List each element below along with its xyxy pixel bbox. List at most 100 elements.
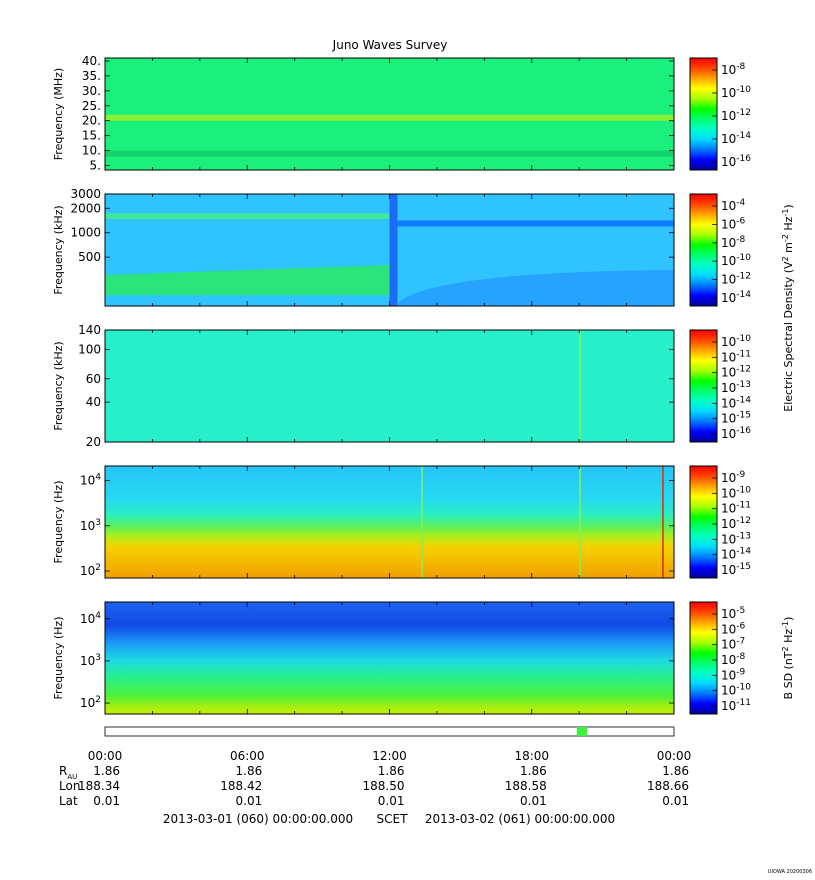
ephemeris-row-label: Lat — [59, 794, 78, 808]
y-axis-label: Frequency (Hz) — [52, 617, 65, 700]
emission-line — [421, 466, 423, 578]
time-tick-label: 00:00 — [657, 749, 692, 763]
colorbar-tick-label: 10-14 — [721, 131, 751, 146]
ephemeris-value: 1.86 — [236, 764, 263, 778]
ephemeris-value: 0.01 — [662, 794, 689, 808]
y-tick-label: 5. — [90, 159, 101, 173]
colorbar-tick-label: 10-15 — [721, 562, 751, 577]
colorbar-tick-label: 10-12 — [721, 108, 751, 123]
y-tick-label: 1000 — [70, 226, 101, 240]
colorbar-tick-label: 10-6 — [721, 216, 746, 231]
colorbar — [689, 601, 718, 715]
footer-end-time: 2013-03-02 (061) 00:00:00.000 — [425, 812, 615, 826]
y-tick-label: 15. — [82, 129, 101, 143]
y-tick-label: 40. — [82, 54, 101, 68]
y-axis-label: Frequency (kHz) — [52, 341, 65, 430]
colorbar — [689, 193, 718, 307]
colorbar-tick-label: 10-15 — [721, 411, 751, 426]
y-tick-label: 3000 — [70, 187, 101, 201]
ephemeris-value: 188.66 — [647, 779, 689, 793]
y-tick-label: 60 — [86, 372, 101, 386]
colorbar-tick-label: 10-10 — [721, 85, 751, 100]
colorbar-tick-label: 10-11 — [721, 698, 751, 713]
panel-1: 40.35.30.25.20.15.10.5. Frequency (MHz) 10… — [52, 54, 751, 173]
ephemeris-value: 1.86 — [378, 764, 405, 778]
y-tick-label: 30. — [82, 84, 101, 98]
colorbar-tick-label: 10-10 — [721, 334, 751, 349]
colorbar-tick-label: 10-16 — [721, 154, 751, 169]
spectrogram-background — [105, 466, 674, 578]
spectrogram-background — [105, 330, 674, 442]
time-bar-marker — [576, 727, 587, 736]
colorbar-tick-label: 10-6 — [721, 621, 746, 636]
colorbar-tick-label: 10-7 — [721, 637, 745, 652]
time-axis: 00:00 06:00 12:00 18:00 00:00 — [88, 749, 692, 763]
colorbar-tick-label: 10-14 — [721, 547, 751, 562]
event-dispersion — [395, 270, 674, 306]
frequency-band — [105, 150, 674, 157]
y-tick-label: 500 — [78, 250, 101, 264]
time-bar-frame — [104, 726, 675, 737]
colorbar-tick-label: 10-8 — [721, 62, 746, 77]
ephemeris-value: 0.01 — [93, 794, 120, 808]
colorbar-tick-label: 10-14 — [721, 290, 751, 305]
y-tick-label: 103 — [80, 653, 101, 668]
ephemeris-value: 188.34 — [78, 779, 120, 793]
ephemeris-row-label: Lon — [59, 779, 80, 793]
event-line — [389, 194, 398, 306]
time-tick-label: 18:00 — [514, 749, 549, 763]
colorbar-tick-label: 10-10 — [721, 485, 751, 500]
y-tick-label: 2000 — [70, 201, 101, 215]
time-tick-label: 00:00 — [88, 749, 123, 763]
emission-band — [105, 265, 390, 296]
colorbar-tick-label: 10-8 — [721, 652, 746, 667]
footer-scet-label: SCET — [377, 812, 409, 826]
colorbar-tick-label: 10-5 — [721, 606, 745, 621]
frequency-band — [105, 114, 674, 121]
time-marker-bar — [104, 726, 675, 737]
y-axis-label: Frequency (MHz) — [52, 68, 65, 160]
y-tick-label: 10. — [82, 144, 101, 158]
time-tick-label: 12:00 — [372, 749, 407, 763]
emission-line — [579, 330, 581, 442]
colorbar-title-magnetic: B SD (nT2 Hz-1) — [781, 617, 795, 700]
colorbar-tick-label: 10-4 — [721, 198, 746, 213]
y-tick-label: 20 — [86, 435, 101, 449]
y-tick-label: 104 — [80, 611, 101, 626]
ephemeris-value: 0.01 — [378, 794, 405, 808]
chart-title: Juno Waves Survey — [332, 38, 448, 52]
y-tick-label: 103 — [80, 518, 101, 533]
colorbar-tick-label: 10-16 — [721, 426, 751, 441]
panel-5: 104 103 102 Frequency (Hz) 10-510-610-710-8 1… — [52, 601, 751, 715]
ephemeris-value: 0.01 — [236, 794, 263, 808]
y-axis-label: Frequency (kHz) — [52, 205, 65, 294]
y-tick-label: 20. — [82, 114, 101, 128]
colorbar — [689, 57, 718, 171]
time-tick-label: 06:00 — [230, 749, 265, 763]
y-tick-label: 35. — [82, 69, 101, 83]
spectrogram-background — [105, 602, 674, 714]
footer-tag: UIOWA 20200306 — [768, 869, 812, 875]
emission-line — [579, 466, 581, 578]
ephemeris-value: 1.86 — [662, 764, 689, 778]
colorbar-tick-label: 10-12 — [721, 365, 751, 380]
y-tick-label: 40 — [86, 395, 101, 409]
colorbar-tick-label: 10-12 — [721, 516, 751, 531]
ephemeris-value: 0.01 — [520, 794, 547, 808]
colorbar-title-electric: Electric Spectral Density (V2 m-2 Hz-1) — [781, 204, 795, 411]
y-tick-label: 102 — [80, 695, 101, 710]
y-tick-label: 25. — [82, 99, 101, 113]
colorbar-tick-label: 10-14 — [721, 395, 751, 410]
y-tick-label: 140 — [78, 323, 101, 337]
ephemeris-value: 188.42 — [220, 779, 262, 793]
spectrogram-panels: 40.35.30.25.20.15.10.5. Frequency (MHz) 10… — [52, 54, 795, 715]
emission-line — [662, 466, 664, 578]
ephemeris-value: 188.58 — [505, 779, 547, 793]
colorbar-tick-label: 10-9 — [721, 470, 746, 485]
colorbar — [689, 329, 718, 443]
